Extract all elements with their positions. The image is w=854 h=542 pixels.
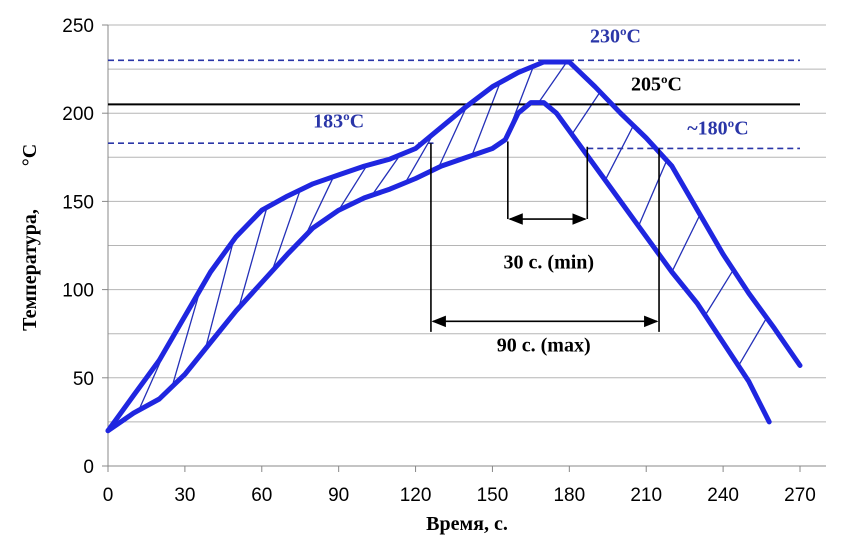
x-tick-label: 240: [707, 485, 739, 506]
x-tick-label: 180: [553, 485, 585, 506]
y-tick-label: 0: [83, 457, 94, 478]
hatch-line: [271, 189, 301, 272]
hatch-line: [737, 317, 768, 367]
hatch-line: [204, 240, 235, 350]
annotation-label: 183ºC: [313, 110, 364, 132]
y-axis-unit: °C: [19, 144, 41, 166]
annotations: 230ºC 205ºC 183ºC ~180ºC 30 с. (min) 90 с. (m…: [313, 26, 749, 357]
hatch-line: [538, 61, 568, 103]
annotation-label: 205ºC: [631, 73, 682, 95]
axes: [102, 24, 826, 472]
x-tick-label: 90: [328, 485, 349, 506]
hatch-line: [671, 214, 701, 273]
x-tick-label: 120: [400, 485, 432, 506]
y-tick-label: 150: [62, 192, 94, 213]
y-axis-title-group: Температура, °C: [19, 144, 41, 331]
gridlines: [108, 24, 826, 423]
x-tick-label: 30: [174, 485, 195, 506]
series-lines: [105, 59, 803, 434]
series-line: [105, 59, 803, 434]
hatch-line: [604, 125, 634, 181]
x-axis-title: Время, с.: [426, 513, 508, 535]
y-axis-title: Температура,: [19, 209, 41, 331]
hatch-line: [571, 91, 601, 135]
hatch-line: [371, 154, 401, 196]
y-tick-label: 100: [62, 281, 94, 302]
x-tick-label: 0: [103, 485, 114, 506]
y-tick-label: 250: [62, 16, 94, 37]
hatch-line: [471, 82, 501, 156]
x-tick-label: 210: [630, 485, 662, 506]
y-tick-label: 50: [73, 369, 94, 390]
reference-lines: [108, 59, 800, 150]
hatch-line: [171, 289, 201, 387]
hatch-line: [438, 105, 468, 168]
series-line: [105, 100, 772, 434]
x-tick-label: 270: [784, 485, 816, 506]
annotation-label: 30 с. (min): [504, 251, 595, 273]
process-window-hatching: [138, 61, 768, 411]
y-tick-label: 200: [62, 104, 94, 125]
hatch-line: [637, 160, 668, 227]
annotation-label: 230ºC: [590, 26, 641, 48]
time-span-markers: [430, 141, 660, 332]
annotation-label: 90 с. (max): [497, 334, 591, 356]
annotation-label: ~180ºC: [687, 117, 748, 139]
tick-labels: 0 30 60 90 120 150 180 210 240 270 0 50 100 150 200 250: [62, 16, 816, 506]
hatch-line: [338, 165, 368, 211]
hatch-line: [304, 176, 335, 237]
hatch-line: [704, 269, 734, 316]
hatch-line: [238, 207, 268, 309]
x-tick-label: 60: [251, 485, 272, 506]
x-tick-label: 150: [477, 485, 509, 506]
hatch-line: [404, 133, 435, 184]
